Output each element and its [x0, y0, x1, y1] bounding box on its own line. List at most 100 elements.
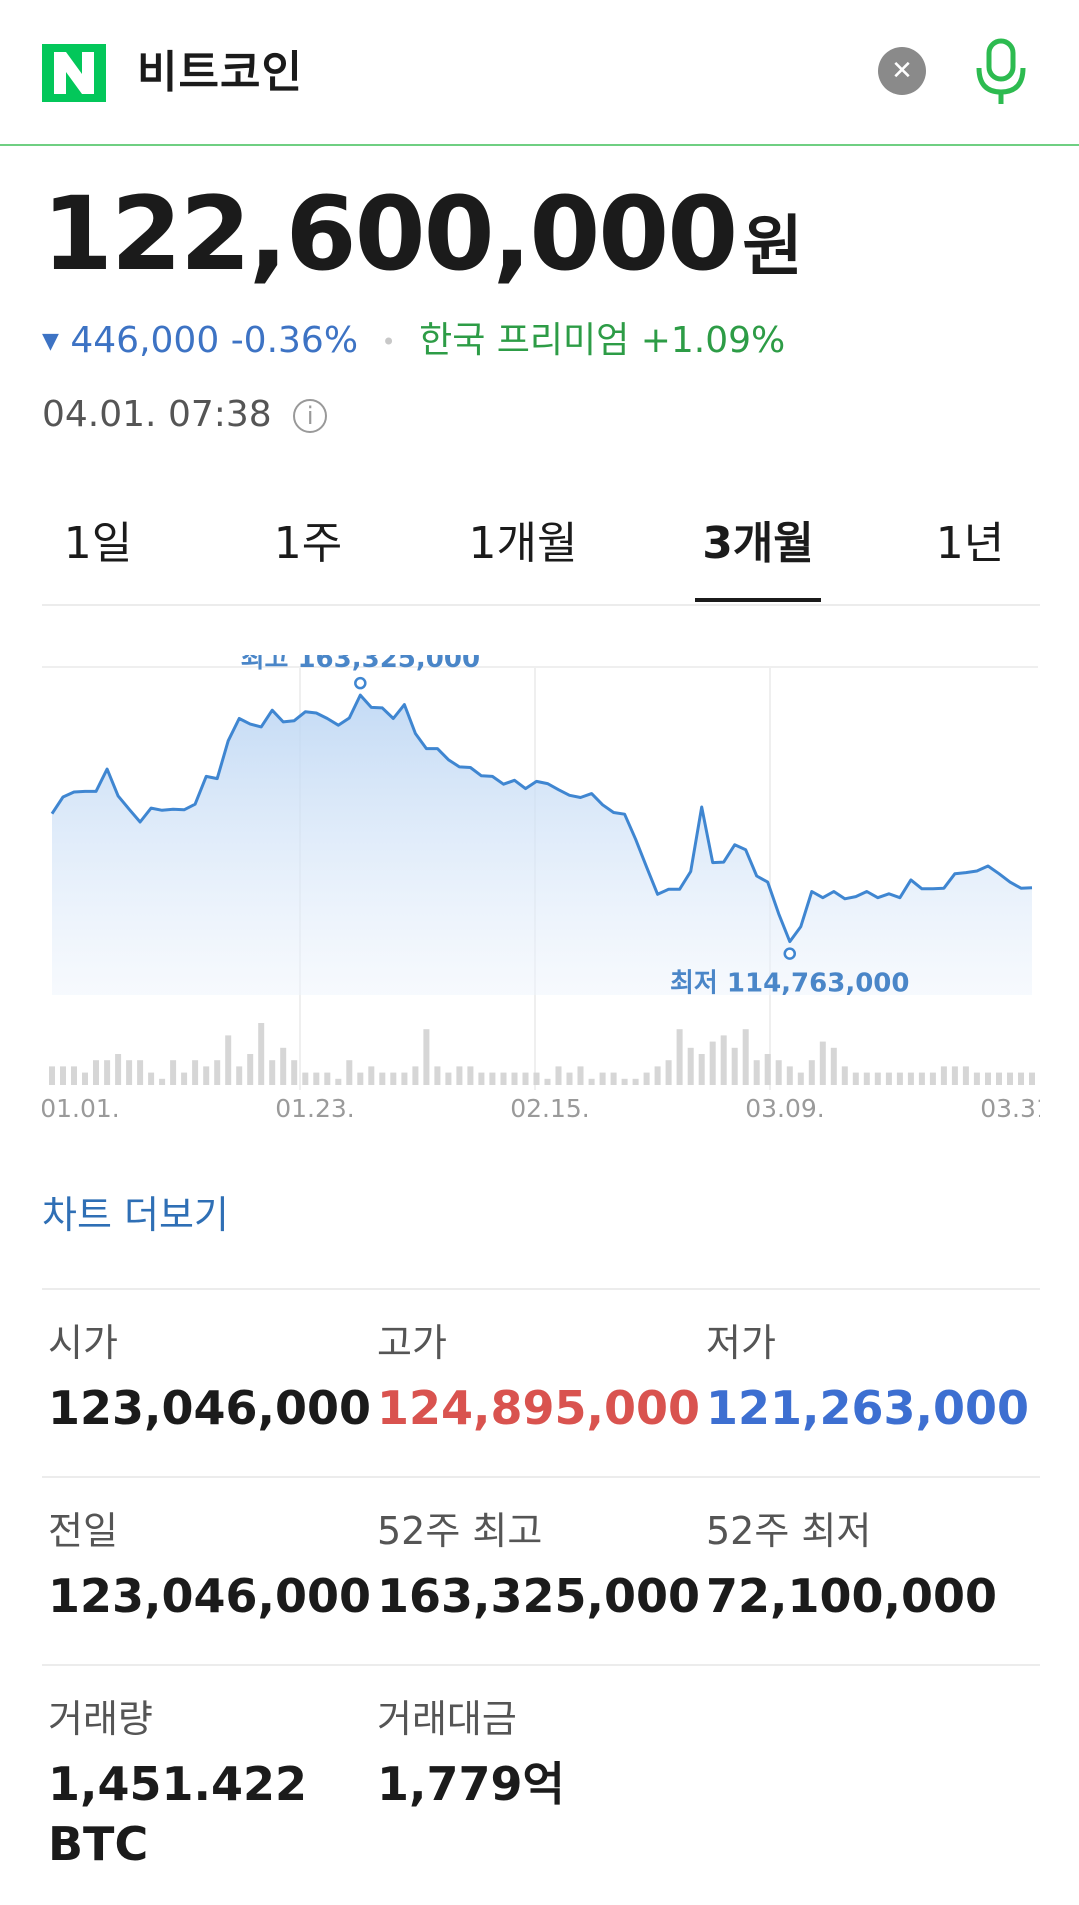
separator-dot: •	[381, 328, 396, 356]
volume-bar	[93, 1060, 99, 1085]
volume-bar	[830, 1047, 837, 1085]
divider	[42, 1476, 1040, 1478]
volume-bar	[137, 1060, 144, 1085]
volume-bar	[115, 1054, 122, 1085]
info-icon[interactable]: i	[293, 399, 328, 433]
volume-bar	[203, 1066, 210, 1085]
volume-bar	[60, 1066, 66, 1085]
volume-bar	[247, 1054, 254, 1085]
volume-bar	[1029, 1072, 1035, 1085]
volume-bar	[555, 1066, 562, 1085]
stat-low: 저가 121,263,000	[706, 1318, 1036, 1438]
volume-bar	[852, 1072, 859, 1085]
volume-bar	[951, 1066, 958, 1085]
tab-1-month[interactable]: 1개월	[468, 518, 578, 569]
volume-bar	[170, 1060, 177, 1085]
tab-1-day[interactable]: 1일	[63, 518, 133, 569]
x-tick-label: 02.15.	[510, 1094, 590, 1123]
stat-value: 123,046,000	[48, 1569, 372, 1623]
stat-trade-amount: 거래대금 1,779억	[377, 1694, 707, 1814]
volume-bar	[863, 1072, 870, 1085]
volume-bar	[841, 1066, 848, 1085]
volume-bar	[985, 1072, 991, 1085]
volume-bar	[687, 1047, 694, 1085]
price-chart[interactable]: 최고 163,325,000 최저 114,763,000 01.01. 01.23.…	[42, 655, 1040, 1135]
volume-bar	[445, 1072, 452, 1085]
chart-more-link[interactable]: 차트 더보기	[42, 1193, 229, 1237]
volume-bar	[599, 1072, 606, 1085]
volume-bar	[731, 1047, 738, 1085]
close-icon: ✕	[891, 56, 913, 86]
volume-bar	[720, 1035, 727, 1085]
volume-bar	[478, 1072, 485, 1085]
x-tick-label: 01.23.	[275, 1094, 355, 1123]
clear-search-button[interactable]: ✕	[878, 47, 926, 95]
volume-bar	[698, 1054, 705, 1085]
volume-bar	[533, 1072, 540, 1085]
volume-bar	[82, 1072, 88, 1085]
volume-bar	[104, 1060, 111, 1085]
stat-label: 거래량	[48, 1697, 153, 1741]
volume-bar	[621, 1078, 628, 1085]
volume-bar	[1007, 1072, 1013, 1085]
stat-label: 고가	[377, 1321, 447, 1365]
volume-bar	[346, 1060, 353, 1085]
volume-bar	[808, 1060, 815, 1085]
stat-open: 시가 123,046,000	[48, 1318, 378, 1438]
volume-bar	[929, 1072, 936, 1085]
stat-label: 저가	[706, 1321, 776, 1365]
volume-bar	[302, 1072, 309, 1085]
volume-bar	[500, 1072, 507, 1085]
volume-bar	[753, 1060, 760, 1085]
volume-bar	[885, 1072, 892, 1085]
search-query[interactable]: 비트코인	[137, 47, 303, 98]
volume-bar	[291, 1060, 298, 1085]
tab-3-months[interactable]: 3개월	[702, 518, 814, 569]
volume-bar	[918, 1072, 925, 1085]
stat-high: 고가 124,895,000	[377, 1318, 707, 1438]
tab-1-week[interactable]: 1주	[273, 518, 343, 569]
volume-bar	[544, 1078, 551, 1085]
volume-bar	[610, 1072, 617, 1085]
volume-bar	[511, 1072, 518, 1085]
volume-bar	[357, 1072, 364, 1085]
volume-bar	[71, 1066, 77, 1085]
microphone-icon[interactable]	[972, 38, 1030, 108]
x-tick-label: 01.01.	[42, 1094, 120, 1123]
volume-bar	[324, 1072, 331, 1085]
tab-1-year[interactable]: 1년	[935, 518, 1005, 569]
current-price: 122,600,000원	[42, 180, 803, 290]
volume-bar	[588, 1078, 595, 1085]
divider	[42, 1288, 1040, 1290]
volume-bar	[236, 1066, 243, 1085]
search-header: 비트코인 ✕	[0, 0, 1079, 146]
high-annotation: 최고 163,325,000	[241, 655, 480, 674]
volume-bar	[797, 1072, 804, 1085]
stat-previous-close: 전일 123,046,000	[48, 1506, 378, 1626]
volume-bar	[775, 1060, 782, 1085]
x-tick-label: 03.09.	[745, 1094, 825, 1123]
stat-volume: 거래량 1,451.422 BTC	[48, 1694, 308, 1874]
volume-bar	[996, 1072, 1002, 1085]
stat-label: 거래대금	[377, 1697, 517, 1741]
stat-value: 163,325,000	[377, 1569, 701, 1623]
stat-value: 124,895,000	[377, 1381, 701, 1435]
volume-bar	[896, 1072, 903, 1085]
volume-bar	[456, 1066, 463, 1085]
stat-value: 123,046,000	[48, 1381, 372, 1435]
volume-bar	[577, 1066, 584, 1085]
volume-bar	[159, 1078, 166, 1085]
naver-logo[interactable]	[42, 44, 106, 102]
stat-value: 1,779억	[377, 1757, 565, 1811]
stat-label: 52주 최고	[377, 1509, 543, 1553]
korea-premium: 한국 프리미엄 +1.09%	[419, 320, 786, 361]
down-arrow-icon: ▼	[42, 329, 59, 354]
volume-bar	[742, 1029, 749, 1085]
volume-bar	[225, 1035, 232, 1085]
stat-label: 전일	[48, 1509, 118, 1553]
stat-52w-high: 52주 최고 163,325,000	[377, 1506, 707, 1626]
volume-bar	[434, 1066, 441, 1085]
volume-bar	[412, 1066, 419, 1085]
volume-bar	[489, 1072, 496, 1085]
price-area	[52, 695, 1032, 995]
